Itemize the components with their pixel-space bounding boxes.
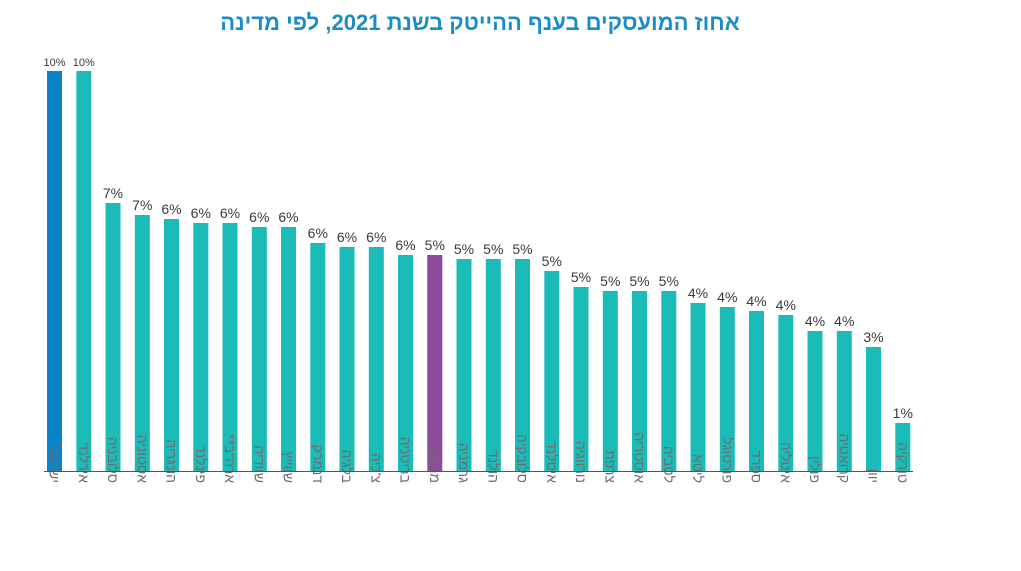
value-label: 7% (132, 197, 152, 213)
category-label: בלגיה (339, 450, 355, 483)
value-label: 4% (805, 313, 825, 329)
bar (895, 423, 911, 471)
category-label: סלובקיה (515, 434, 531, 483)
category-label: ישראל (47, 446, 63, 483)
category-label: גרמניה (456, 443, 472, 483)
category-label: דנמרק (310, 444, 326, 483)
bar (368, 247, 384, 471)
value-label: 5% (542, 253, 562, 269)
value-label: 6% (161, 201, 181, 217)
bar (164, 219, 179, 471)
bar (866, 347, 881, 471)
bar (836, 331, 852, 471)
bar (749, 311, 764, 471)
bar (76, 71, 92, 471)
category-label: אירלנד (76, 442, 92, 483)
bar (339, 247, 355, 471)
bar (456, 259, 472, 471)
value-label: 4% (688, 285, 708, 301)
bar (281, 227, 296, 471)
value-label: 3% (863, 329, 883, 345)
value-label: 7% (103, 185, 123, 201)
category-label: סלובניה (105, 437, 121, 483)
bar (690, 303, 706, 471)
bar (105, 203, 121, 471)
category-label: ספרד (749, 450, 765, 483)
value-label: 4% (717, 289, 737, 305)
category-label: לטביה (661, 446, 677, 483)
value-label: 5% (600, 273, 620, 289)
bar (193, 223, 209, 471)
category-label: הונגריה (164, 439, 180, 483)
value-label: 6% (278, 209, 298, 225)
category-label: ארה"ב** (222, 434, 238, 483)
bar (807, 331, 823, 471)
bar (573, 287, 589, 471)
bar (134, 215, 150, 471)
value-label: 5% (512, 241, 532, 257)
bar (778, 315, 794, 471)
value-label: 6% (395, 237, 415, 253)
bar (485, 259, 501, 471)
value-label: 6% (308, 225, 328, 241)
bar (544, 271, 560, 471)
value-label: 4% (746, 293, 766, 309)
bar (222, 223, 238, 471)
bar (602, 291, 618, 471)
category-label: בריטניה (398, 437, 414, 483)
value-label: 6% (337, 229, 357, 245)
value-label: 6% (191, 205, 211, 221)
value-labels-group: 10% 10% 7% 7% 6% 6% 6% 6% 6% 6% 6% 6% 6% 5% 5% 5% 5% 5% 5%… (43, 57, 912, 421)
chart-title: אחוז המועסקים בענף ההייטק בשנת 2021, לפי… (220, 10, 740, 35)
category-label: אוסטריה (632, 433, 648, 484)
category-label: קרואטיה (836, 433, 852, 483)
category-label: איטליה (778, 442, 794, 483)
category-label: צ'כיה (368, 453, 384, 483)
bar (632, 291, 647, 471)
value-label: 4% (834, 313, 854, 329)
value-label: 5% (483, 241, 503, 257)
value-label: 5% (659, 273, 679, 289)
value-label: 4% (776, 297, 796, 313)
category-label: אסטוניה (134, 435, 150, 484)
category-label: פינלנד (193, 445, 209, 483)
category-label: ליטא (690, 454, 706, 483)
bar (251, 227, 267, 471)
value-label: 6% (366, 229, 386, 245)
category-label: טורקיה (895, 442, 911, 483)
category-label: ממוצע (427, 444, 443, 483)
bar (310, 243, 326, 471)
category-label: צרפת (602, 450, 618, 483)
value-label: 5% (454, 241, 474, 257)
value-label: 1% (893, 405, 913, 421)
category-label: שווייץ (281, 451, 297, 483)
value-label: 5% (571, 269, 591, 285)
value-label: 6% (220, 205, 240, 221)
category-label: שוודיה (251, 446, 267, 483)
category-label: נורווגיה (573, 441, 589, 483)
value-label: 5% (425, 237, 445, 253)
category-label: פולין (807, 456, 823, 483)
value-label: 5% (629, 273, 649, 289)
value-label: 10% (43, 57, 65, 69)
value-label: 10% (73, 57, 95, 69)
bar (398, 255, 413, 471)
value-label: 6% (249, 209, 269, 225)
category-labels-group: ישראל אירלנד סלובניה אסטוניה הונגריה פינלנד אר… (47, 433, 911, 484)
bar (515, 259, 530, 471)
category-label: איסלנד (544, 441, 560, 483)
category-label: יוון (866, 468, 882, 483)
category-label: הולנד (485, 450, 501, 483)
bar (661, 291, 677, 471)
category-label: פורטוגל (719, 438, 735, 484)
bars-group (47, 71, 911, 471)
bar (47, 71, 62, 471)
bar (427, 255, 443, 471)
bar (719, 307, 735, 471)
